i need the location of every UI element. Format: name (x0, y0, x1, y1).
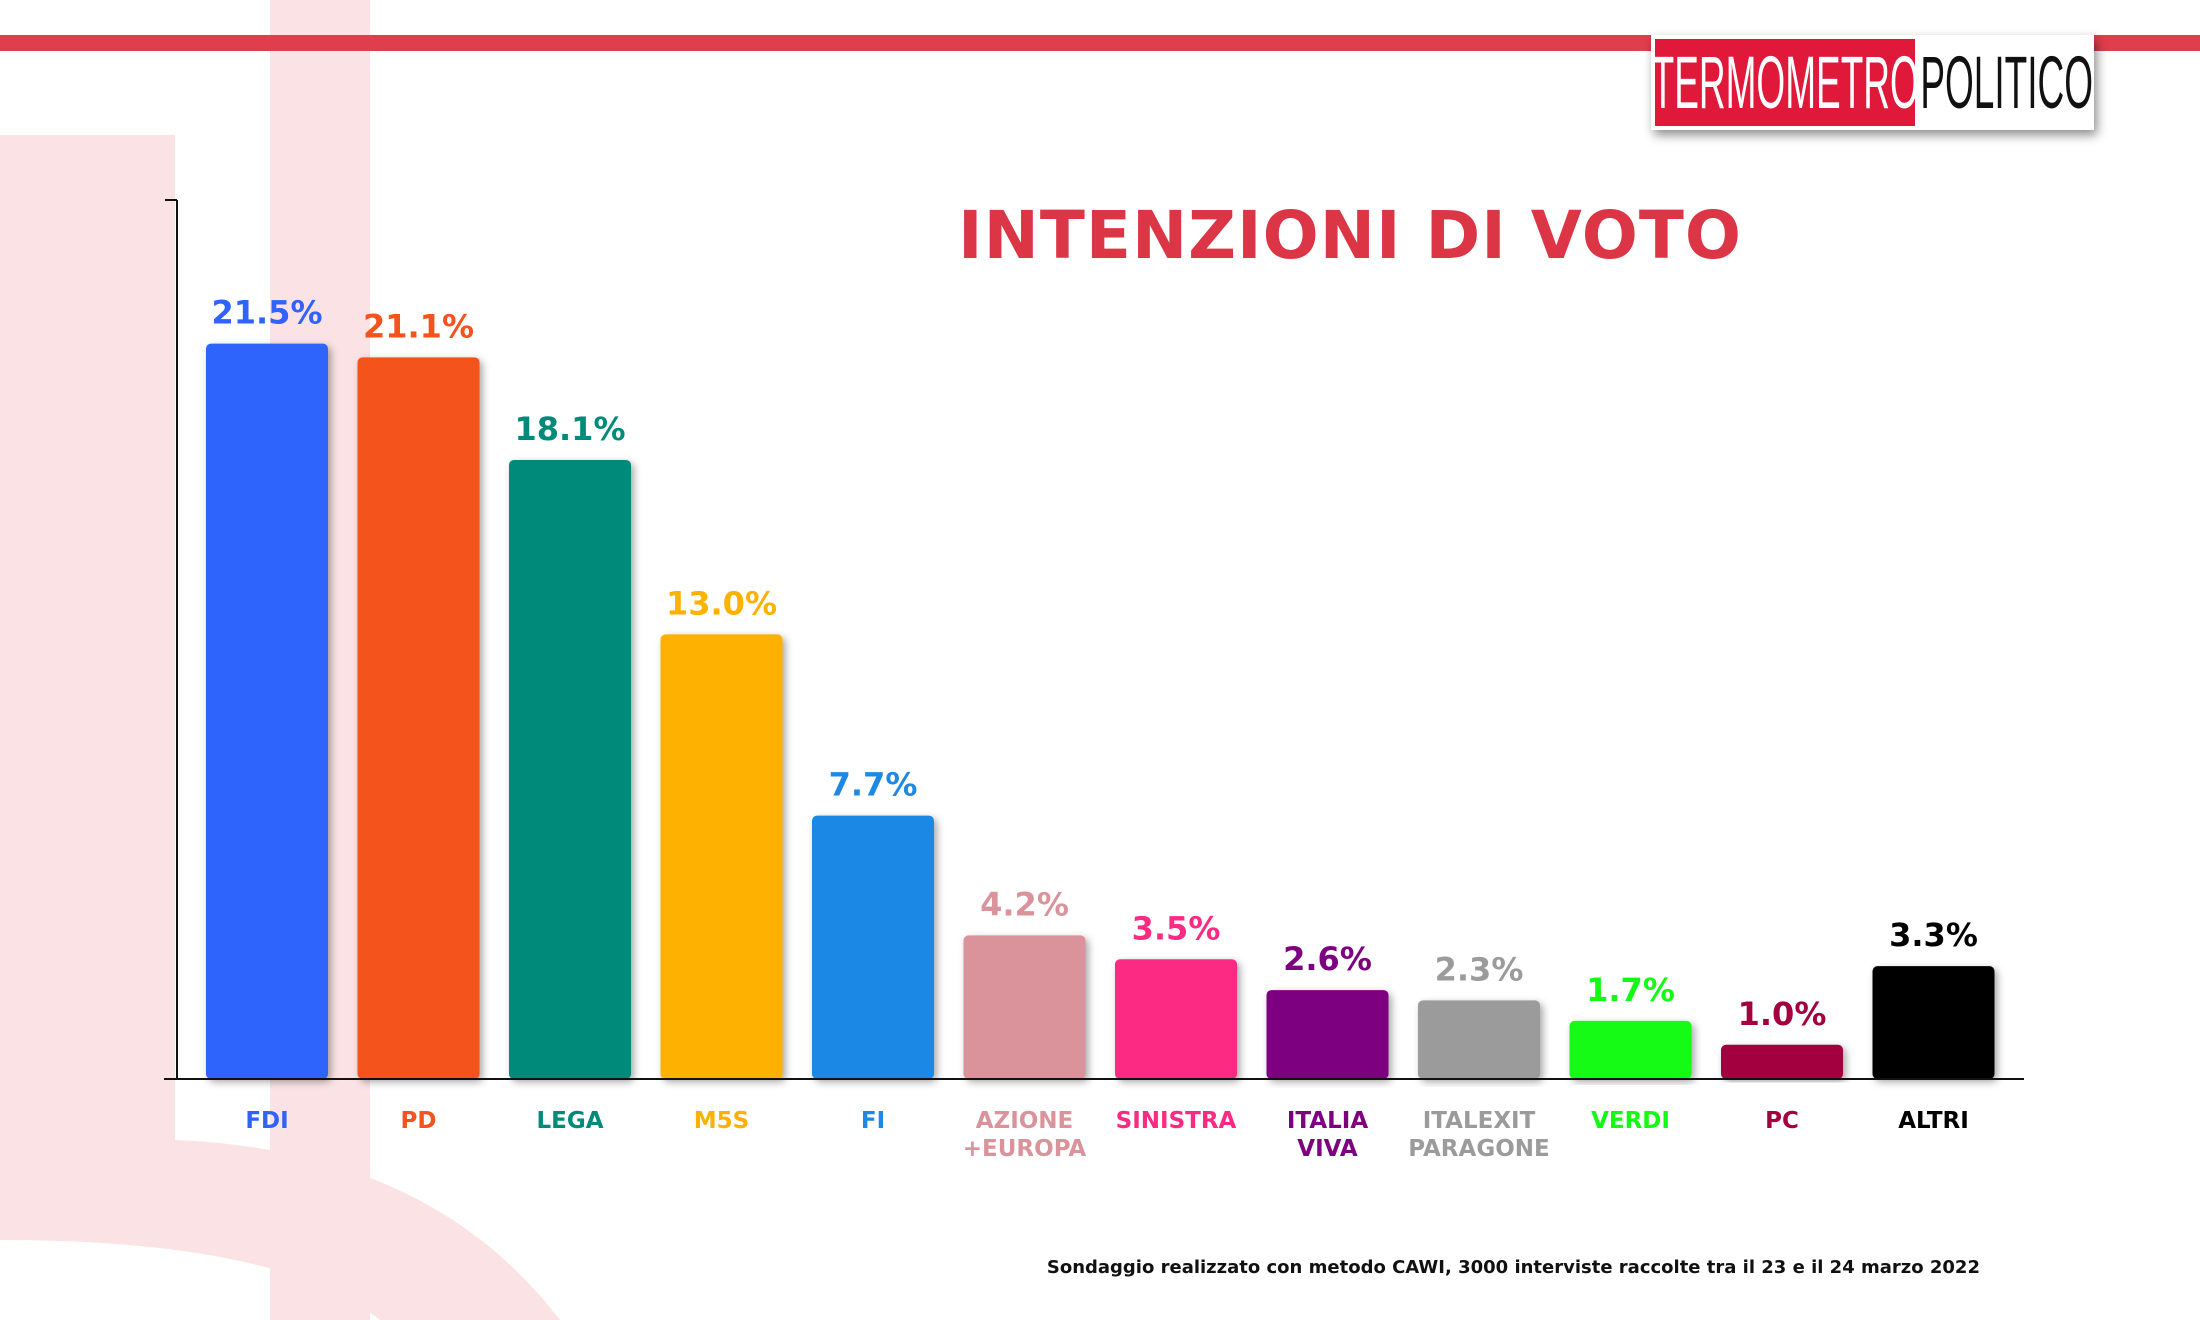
top-stripe (0, 35, 2200, 51)
data-label-5: 4.2% (980, 885, 1069, 923)
bar-9 (1569, 1020, 1692, 1079)
bars-layer (206, 343, 1995, 1080)
category-label-6: SINISTRA (1116, 1108, 1237, 1134)
category-label-line: ITALIA (1287, 1108, 1368, 1134)
category-label-5: AZIONE +EUROPA (963, 1108, 1087, 1162)
data-label-7: 2.6% (1283, 940, 1372, 978)
data-label-2: 18.1% (514, 410, 625, 448)
data-label-4: 7.7% (829, 766, 918, 804)
termometro-politico-logo: TERMOMETRO POLITICO (1651, 35, 2094, 130)
background-arc-shape (0, 135, 560, 1320)
bar-1 (357, 357, 480, 1079)
category-label-line: FI (861, 1108, 885, 1134)
category-label-11: ALTRI (1898, 1108, 1969, 1134)
logo-red-part: TERMOMETRO (1651, 35, 1919, 130)
bar-0 (206, 343, 328, 1080)
category-label-line: VIVA (1297, 1136, 1358, 1162)
category-label-line: +EUROPA (963, 1136, 1087, 1162)
logo-text-politico: POLITICO (1920, 40, 2093, 124)
bar-8 (1418, 1000, 1540, 1079)
category-label-line: VERDI (1591, 1108, 1670, 1134)
logo-white-part: POLITICO (1919, 35, 2094, 130)
category-label-4: FI (861, 1108, 885, 1134)
category-label-0: FDI (245, 1108, 288, 1134)
bar-6 (1115, 959, 1237, 1079)
data-label-8: 2.3% (1435, 950, 1524, 988)
labels-layer: 21.5% FDI 21.1% PD 18.1% LEGA 13.0% M5S 7.7% FI 4.… (211, 294, 1977, 1162)
category-label-line: AZIONE (976, 1108, 1074, 1134)
chart-title: INTENZIONI DI VOTO (958, 197, 1742, 274)
category-label-line: ITALEXIT (1423, 1108, 1536, 1134)
category-label-line: M5S (694, 1108, 749, 1134)
category-label-line: PARAGONE (1408, 1136, 1549, 1162)
data-label-0: 21.5% (211, 294, 322, 332)
category-label-10: PC (1765, 1108, 1799, 1134)
category-label-7: ITALIA VIVA (1287, 1108, 1368, 1162)
data-label-10: 1.0% (1738, 995, 1827, 1033)
bar-5 (963, 935, 1086, 1079)
category-label-line: SINISTRA (1116, 1108, 1237, 1134)
data-label-9: 1.7% (1586, 971, 1675, 1009)
bar-10 (1721, 1044, 1843, 1079)
data-label-11: 3.3% (1889, 916, 1978, 954)
category-label-line: PD (401, 1108, 437, 1134)
data-label-6: 3.5% (1132, 909, 1221, 947)
category-label-9: VERDI (1591, 1108, 1670, 1134)
bar-4 (812, 815, 934, 1079)
category-label-2: LEGA (536, 1108, 603, 1134)
bar-7 (1266, 990, 1389, 1079)
data-label-3: 13.0% (666, 584, 777, 622)
footnote: Sondaggio realizzato con metodo CAWI, 30… (1046, 1257, 1980, 1278)
data-label-1: 21.1% (363, 307, 474, 345)
category-label-1: PD (401, 1108, 437, 1134)
category-label-line: FDI (245, 1108, 288, 1134)
bar-3 (660, 634, 783, 1079)
category-label-8: ITALEXIT PARAGONE (1408, 1108, 1549, 1162)
category-label-line: LEGA (536, 1108, 603, 1134)
bar-2 (509, 459, 631, 1079)
logo-text-termometro: TERMOMETRO (1651, 40, 1919, 124)
bar-11 (1872, 966, 1995, 1079)
category-label-line: ALTRI (1898, 1108, 1969, 1134)
category-label-line: PC (1765, 1108, 1799, 1134)
category-label-3: M5S (694, 1108, 749, 1134)
